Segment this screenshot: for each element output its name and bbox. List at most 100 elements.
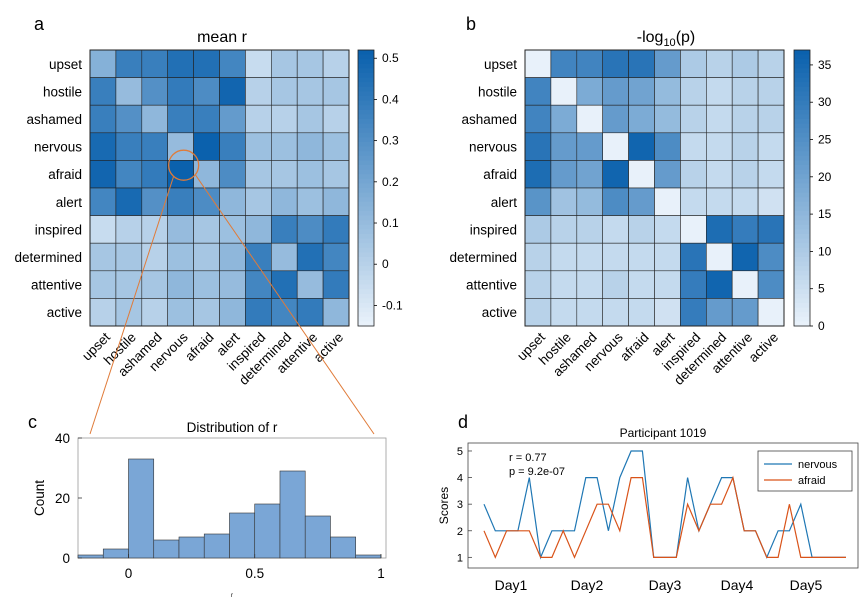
- row-label: determined: [449, 250, 517, 265]
- heatmap-cell-attentive-hostile: [115, 270, 143, 299]
- heatmap-cell-hostile-ashamed: [141, 77, 169, 106]
- heatmap-cell-active-nervous: [167, 298, 194, 327]
- heatmap-cell-attentive-afraid: [628, 270, 655, 299]
- heatmap-cell-nervous-determined: [705, 132, 733, 161]
- heatmap-cell-nervous-active: [757, 132, 785, 161]
- colorbar-frame: [357, 49, 375, 327]
- heatmap-cell-nervous-ashamed: [576, 132, 603, 161]
- colorbar-segment: [358, 257, 374, 263]
- colorbar-segment: [358, 137, 374, 143]
- heatmap-cell-active-inspired: [680, 298, 707, 327]
- heatmap-cell-active-attentive: [731, 298, 759, 327]
- heatmap-cell-afraid-hostile: [115, 160, 143, 189]
- colorbar-segment: [794, 312, 810, 318]
- heatmap-cell-active-hostile: [115, 298, 143, 327]
- colorbar-segment: [358, 155, 374, 161]
- y-axis-label: Scores: [437, 487, 451, 524]
- colorbar-segment: [358, 50, 374, 56]
- histogram-title: Distribution of r: [187, 420, 278, 435]
- colorbar-segment: [358, 165, 374, 171]
- heatmap-cell-alert-determined: [705, 187, 733, 216]
- heatmap-cell-hostile-nervous: [167, 77, 194, 106]
- colorbar-segment: [794, 243, 810, 249]
- heatmap-cell-upset-ashamed: [141, 49, 169, 78]
- colorbar-segment: [794, 192, 810, 198]
- row-label: alert: [491, 195, 518, 210]
- colorbar-segment: [358, 73, 374, 79]
- colorbar-segment: [794, 280, 810, 286]
- heatmap-cell-upset-alert: [654, 49, 681, 78]
- y-tick-label: 20: [55, 491, 70, 506]
- heatmap-cell-ashamed-nervous: [167, 104, 194, 134]
- heatmap-cell-attentive-determined: [705, 270, 733, 299]
- colorbar-segment: [794, 238, 810, 244]
- colorbar-segment: [358, 151, 374, 157]
- colorbar-segment: [794, 165, 810, 171]
- heatmap-cell-attentive-attentive: [731, 270, 759, 299]
- heatmap-cell-attentive-afraid: [193, 270, 220, 299]
- heatmap-cell-attentive-upset: [524, 270, 552, 299]
- heatmap-cell-nervous-ashamed: [141, 132, 169, 161]
- heatmap-cell-determined-active: [322, 242, 350, 272]
- heatmap-cell-upset-upset: [524, 49, 552, 78]
- colorbar-segment: [794, 119, 810, 125]
- colorbar-segment: [794, 252, 810, 258]
- colorbar-segment: [358, 224, 374, 230]
- colorbar-segment: [794, 132, 810, 138]
- row-label: hostile: [478, 84, 517, 99]
- day-label: Day4: [721, 577, 754, 593]
- colorbar-segment: [794, 77, 810, 83]
- heatmap-cell-upset-alert: [219, 49, 246, 78]
- heatmap-cell-inspired-afraid: [193, 215, 220, 244]
- heatmap-cell-active-upset: [524, 298, 552, 327]
- heatmap-cell-active-ashamed: [141, 298, 169, 327]
- row-label: afraid: [48, 167, 82, 182]
- heatmap-cell-afraid-determined: [705, 160, 733, 189]
- y-tick-label: 4: [457, 473, 463, 485]
- histogram-bar: [77, 554, 104, 559]
- heatmap-cell-active-hostile: [550, 298, 578, 327]
- colorbar-segment: [794, 73, 810, 79]
- colorbar-segment: [358, 178, 374, 184]
- heatmap-cell-alert-inspired: [680, 187, 707, 216]
- colorbar-tick-label: 15: [818, 207, 832, 221]
- colorbar-segment: [358, 174, 374, 180]
- colorbar-segment: [358, 270, 374, 276]
- colorbar-b: 35 30 25 20 15 10 5 0: [793, 49, 832, 333]
- heatmap-cell-ashamed-active: [322, 104, 350, 134]
- colorbar-segment: [358, 63, 374, 69]
- heatmap-cell-attentive-hostile: [550, 270, 578, 299]
- heatmap-cell-attentive-nervous: [167, 270, 194, 299]
- heatmap-cell-ashamed-afraid: [193, 104, 220, 134]
- heatmap-cell-hostile-hostile: [550, 77, 578, 106]
- heatmap-cell-afraid-attentive: [731, 160, 759, 189]
- colorbar-segment: [358, 128, 374, 134]
- day-label: Day1: [495, 577, 528, 593]
- heatmap-cell-attentive-inspired: [245, 270, 272, 299]
- heatmap-cell-nervous-afraid: [193, 132, 220, 161]
- histogram-bar: [153, 539, 180, 559]
- heatmap-cell-upset-inspired: [245, 49, 272, 78]
- colorbar-segment: [358, 114, 374, 120]
- heatmap-cell-hostile-attentive: [731, 77, 759, 106]
- heatmap-cell-inspired-determined: [705, 215, 733, 244]
- colorbar-segment: [358, 91, 374, 97]
- heatmap-cell-ashamed-nervous: [602, 104, 629, 134]
- row-label: hostile: [43, 84, 82, 99]
- heatmap-cell-inspired-ashamed: [576, 215, 603, 244]
- heatmap-cell-alert-active: [322, 187, 350, 216]
- heatmap-cell-alert-nervous: [602, 187, 629, 216]
- heatmap-cell-determined-upset: [89, 242, 117, 272]
- heatmap-a-title: mean r: [197, 29, 247, 46]
- heatmap-cell-afraid-inspired: [680, 160, 707, 189]
- colorbar-tick-label: 35: [818, 58, 832, 72]
- heatmap-cell-inspired-attentive: [731, 215, 759, 244]
- colorbar-segment: [358, 206, 374, 212]
- colorbar-segment: [358, 266, 374, 272]
- heatmap-cell-ashamed-inspired: [245, 104, 272, 134]
- colorbar-segment: [358, 142, 374, 148]
- heatmap-cell-ashamed-hostile: [550, 104, 578, 134]
- heatmap-cell-attentive-nervous: [602, 270, 629, 299]
- heatmap-cell-ashamed-determined: [270, 104, 298, 134]
